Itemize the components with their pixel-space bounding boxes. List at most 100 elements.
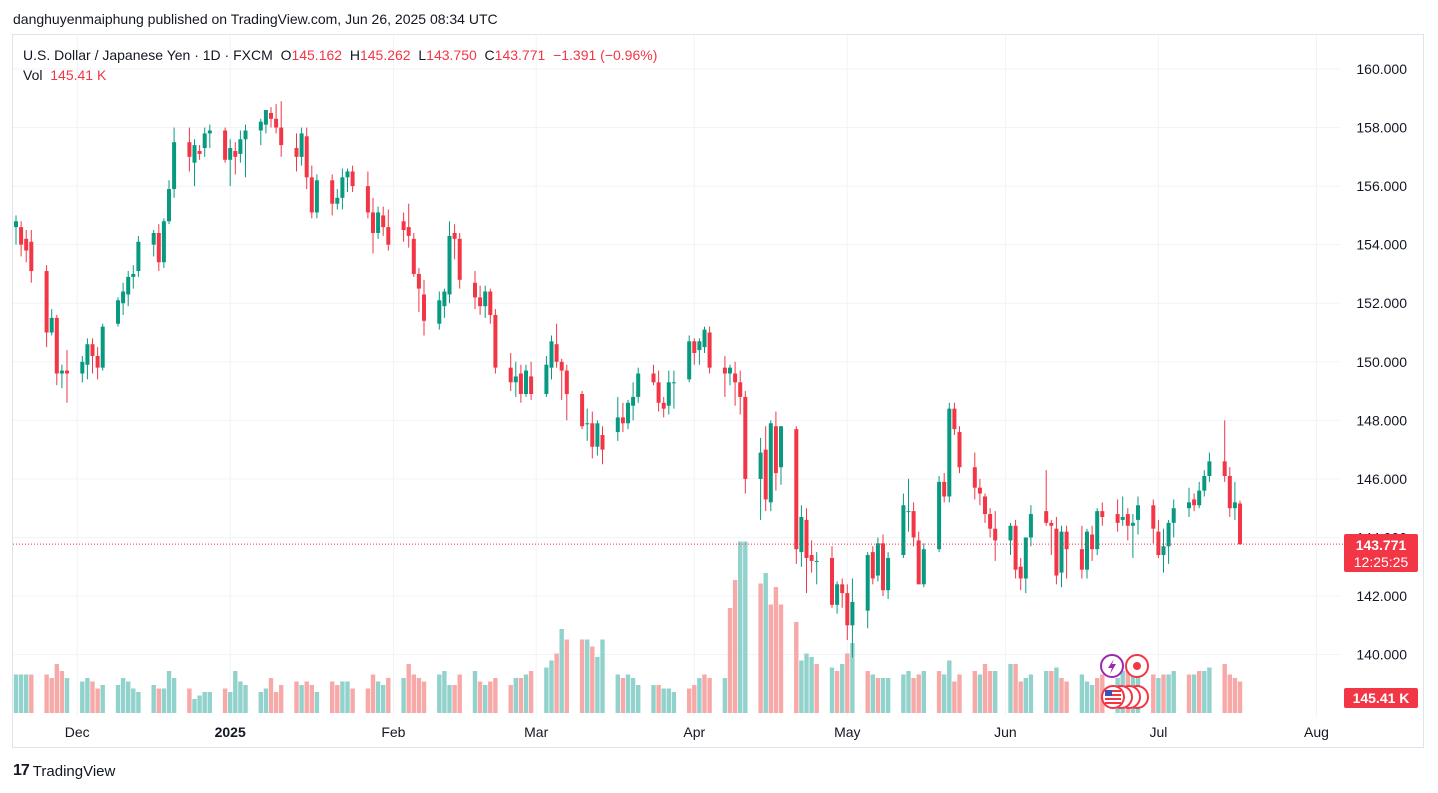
candle[interactable] xyxy=(1227,467,1232,517)
candle[interactable] xyxy=(722,355,727,397)
candle[interactable] xyxy=(309,165,314,219)
candle[interactable] xyxy=(233,142,238,175)
candle[interactable] xyxy=(263,109,268,134)
candle[interactable] xyxy=(192,139,197,187)
candle[interactable] xyxy=(1222,420,1227,482)
candle[interactable] xyxy=(228,139,233,187)
candle[interactable] xyxy=(1044,470,1049,526)
candle[interactable] xyxy=(911,502,916,547)
candle[interactable] xyxy=(707,326,712,374)
candle[interactable] xyxy=(54,314,59,386)
candle[interactable] xyxy=(529,361,534,400)
candle[interactable] xyxy=(1028,505,1033,547)
candle[interactable] xyxy=(1095,508,1100,556)
candle[interactable] xyxy=(202,127,207,157)
candle[interactable] xyxy=(671,370,676,409)
candle[interactable] xyxy=(274,104,279,134)
candle[interactable] xyxy=(651,364,656,386)
candle[interactable] xyxy=(916,531,921,585)
candle[interactable] xyxy=(830,546,834,608)
candle[interactable] xyxy=(365,171,370,219)
candle[interactable] xyxy=(814,552,819,585)
candle[interactable] xyxy=(809,540,814,573)
candle[interactable] xyxy=(131,265,136,289)
candle[interactable] xyxy=(590,411,595,459)
candle[interactable] xyxy=(845,584,850,640)
candle[interactable] xyxy=(615,396,620,441)
candle[interactable] xyxy=(304,127,309,190)
candle[interactable] xyxy=(620,402,625,433)
candle[interactable] xyxy=(1207,452,1212,482)
candle[interactable] xyxy=(768,420,773,512)
candle[interactable] xyxy=(1013,519,1018,579)
candle[interactable] xyxy=(779,426,783,485)
candle[interactable] xyxy=(937,475,942,553)
candle[interactable] xyxy=(1161,528,1166,573)
candle[interactable] xyxy=(595,420,600,456)
candle[interactable] xyxy=(1156,519,1161,558)
candle[interactable] xyxy=(687,335,692,383)
candle[interactable] xyxy=(758,437,763,520)
candle[interactable] xyxy=(733,361,738,406)
candle[interactable] xyxy=(773,411,778,491)
candle[interactable] xyxy=(161,218,166,269)
candle[interactable] xyxy=(29,230,34,283)
candle[interactable] xyxy=(126,271,131,307)
candle[interactable] xyxy=(1059,525,1064,588)
candle[interactable] xyxy=(870,546,875,585)
candle[interactable] xyxy=(1166,519,1171,564)
candle[interactable] xyxy=(626,399,630,430)
candle[interactable] xyxy=(207,124,212,149)
candle[interactable] xyxy=(156,224,161,272)
candle[interactable] xyxy=(340,168,345,210)
candle[interactable] xyxy=(554,323,559,368)
candle[interactable] xyxy=(243,124,248,178)
candle[interactable] xyxy=(65,350,69,403)
volume-label[interactable]: Vol xyxy=(23,67,43,83)
candle[interactable] xyxy=(1202,470,1207,497)
candle[interactable] xyxy=(279,101,284,157)
candle[interactable] xyxy=(294,133,299,172)
candle[interactable] xyxy=(906,478,911,532)
candle[interactable] xyxy=(865,552,870,629)
candle[interactable] xyxy=(799,505,804,567)
candle[interactable] xyxy=(666,370,671,415)
candle[interactable] xyxy=(840,578,845,608)
candle[interactable] xyxy=(151,230,156,257)
candle[interactable] xyxy=(743,391,748,494)
candle[interactable] xyxy=(600,426,605,465)
candle[interactable] xyxy=(457,232,462,289)
candle[interactable] xyxy=(794,426,799,564)
candle[interactable] xyxy=(24,230,29,263)
candle[interactable] xyxy=(371,197,375,254)
candle[interactable] xyxy=(850,578,855,658)
candle[interactable] xyxy=(1136,496,1140,535)
candle[interactable] xyxy=(95,347,100,380)
candle[interactable] xyxy=(299,127,304,166)
candle[interactable] xyxy=(1151,499,1156,544)
candle[interactable] xyxy=(416,268,421,313)
candle[interactable] xyxy=(952,402,957,435)
candle[interactable] xyxy=(136,235,141,277)
candle[interactable] xyxy=(44,265,49,348)
candle[interactable] xyxy=(483,285,488,318)
candle[interactable] xyxy=(1187,487,1191,517)
candle[interactable] xyxy=(1018,557,1023,591)
candle[interactable] xyxy=(59,364,64,389)
candle[interactable] xyxy=(437,291,442,330)
candle[interactable] xyxy=(692,338,697,365)
candle[interactable] xyxy=(478,285,483,315)
candle[interactable] xyxy=(345,168,350,192)
candle[interactable] xyxy=(983,493,987,523)
candle[interactable] xyxy=(881,534,885,597)
candle[interactable] xyxy=(1054,516,1059,585)
candle[interactable] xyxy=(1115,499,1120,532)
candle[interactable] xyxy=(447,221,452,304)
candle[interactable] xyxy=(330,174,335,216)
candle[interactable] xyxy=(85,338,90,380)
candle[interactable] xyxy=(1090,525,1095,561)
candle[interactable] xyxy=(977,478,982,506)
candle[interactable] xyxy=(473,271,477,310)
candle[interactable] xyxy=(19,221,24,257)
candle[interactable] xyxy=(993,511,998,561)
